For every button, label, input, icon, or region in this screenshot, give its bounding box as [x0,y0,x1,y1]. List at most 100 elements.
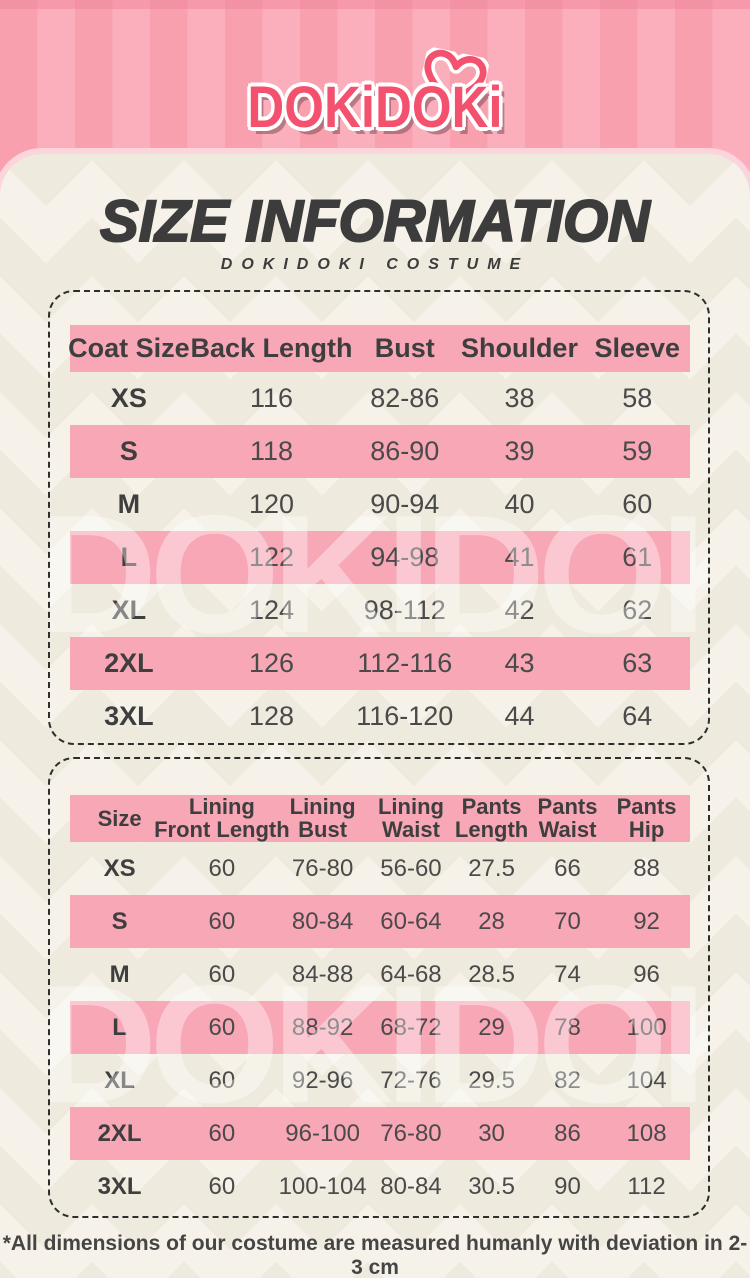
size-cell: 3XL [97,1172,142,1200]
column-header-line2: Length [454,817,529,843]
measurement-disclaimer: *All dimensions of our costume are measu… [2,1232,748,1278]
value-cell: 27.5 [468,854,515,882]
value-cell: 88-92 [291,1013,354,1041]
value-cell: 120 [248,489,295,519]
value-cell: 80-84 [291,907,354,935]
value-cell: 112 [627,1172,666,1200]
value-cell: 122 [248,542,295,572]
value-cell: 41 [504,542,535,572]
column-header-line2: Hip [628,817,665,843]
column-header-line2: Waist [538,817,597,843]
column-header-line1: Pants [537,794,598,819]
value-cell: 43 [504,648,535,678]
value-cell: 30.5 [468,1172,515,1200]
value-cell: 96-100 [285,1119,360,1147]
value-cell: 56-60 [380,854,442,882]
size-cell: M [117,489,141,519]
value-cell: 58 [622,383,653,413]
size-cell: S [119,436,138,466]
column-header-line1: Lining [188,794,255,819]
value-cell: 116 [249,383,294,413]
value-cell: 64 [622,701,653,731]
size-cell: L [112,1013,127,1041]
coat-size-table-rows: Coat Size Back Length Bust Shoulder Slee… [68,325,690,743]
value-cell: 78 [554,1013,581,1041]
page-title: SIZE INFORMATION [99,188,651,255]
lining-pants-table: DOKIDOKI Size Lining Front Length Lining… [48,757,710,1218]
value-cell: 128 [248,701,295,731]
value-cell: 98-112 [363,595,446,625]
value-cell: 66 [554,854,581,882]
value-cell: 38 [504,383,535,413]
column-header-line1: Pants [461,794,522,819]
value-cell: 90-94 [370,489,440,519]
column-header: Bust [374,333,435,363]
value-cell: 100 [626,1013,667,1041]
column-header: Pants Waist [532,795,603,844]
value-cell: 62 [622,595,653,625]
value-cell: 88 [633,854,660,882]
value-cell: 90 [554,1172,581,1200]
column-header: Coat Size [68,333,190,363]
table-row: S 60 80-84 60-64 28 70 92 [70,895,690,948]
size-cell: L [120,542,138,572]
value-cell: 39 [504,436,535,466]
value-cell: 82 [554,1066,581,1094]
size-cell: XS [103,854,136,882]
size-cell: M [109,960,130,988]
size-cell: XL [104,1066,135,1094]
size-cell: 2XL [97,1119,142,1147]
table-row: L 60 88-92 68-72 29 78 100 [70,1001,690,1054]
brand-logo: DOKiDOKi [0,46,750,141]
table-row: 3XL 128 116-120 44 64 [70,690,690,743]
value-cell: 72-76 [380,1066,442,1094]
page-subtitle: DOKIDOKI COSTUME [220,256,530,273]
value-cell: 63 [622,648,653,678]
value-cell: 108 [626,1119,667,1147]
column-header-line1: Pants [616,794,677,819]
value-cell: 60 [208,854,236,882]
table-row: XS 60 76-80 56-60 27.5 66 88 [70,842,690,895]
value-cell: 96 [633,960,660,988]
value-cell: 29.5 [468,1066,515,1094]
size-cell: XS [110,383,147,413]
value-cell: 60 [208,907,236,935]
value-cell: 118 [249,436,294,466]
value-cell: 76-80 [291,854,354,882]
value-cell: 40 [504,489,535,519]
value-cell: 126 [248,648,295,678]
value-cell: 80-84 [380,1172,442,1200]
column-header-line2: Size [97,805,142,831]
table-row: M 60 84-88 64-68 28.5 74 96 [70,948,690,1001]
value-cell: 64-68 [380,960,442,988]
column-header: Pants Hip [603,795,690,844]
value-cell: 60 [208,960,236,988]
table-row: XL 60 92-96 72-76 29.5 82 104 [70,1054,690,1107]
value-cell: 60-64 [380,907,442,935]
value-cell: 84-88 [291,960,354,988]
coat-size-table: DOKIDOKI Coat Size Back Length Bust Shou… [48,290,710,745]
value-cell: 76-80 [380,1119,442,1147]
value-cell: 92-96 [291,1066,354,1094]
column-header: Back Length [190,333,353,363]
value-cell: 74 [554,960,581,988]
table-header-row: Coat Size Back Length Bust Shoulder Slee… [68,325,690,372]
column-header: Sleeve [594,333,681,363]
column-header-line2: Bust [298,817,348,843]
value-cell: 61 [622,542,653,572]
value-cell: 104 [626,1066,667,1094]
value-cell: 28 [478,907,505,935]
column-header-line2: Waist [382,817,440,843]
value-cell: 60 [208,1172,236,1200]
value-cell: 86-90 [370,436,440,466]
value-cell: 44 [504,701,535,731]
value-cell: 116-120 [356,701,454,731]
value-cell: 28.5 [468,960,515,988]
column-header-line2: Front Length [154,817,290,843]
size-cell: 3XL [104,701,154,731]
column-header-line1: Lining [289,794,356,819]
size-cell: XL [111,595,147,625]
table-row: 2XL 126 112-116 43 63 [70,637,690,690]
value-cell: 82-86 [370,383,440,413]
